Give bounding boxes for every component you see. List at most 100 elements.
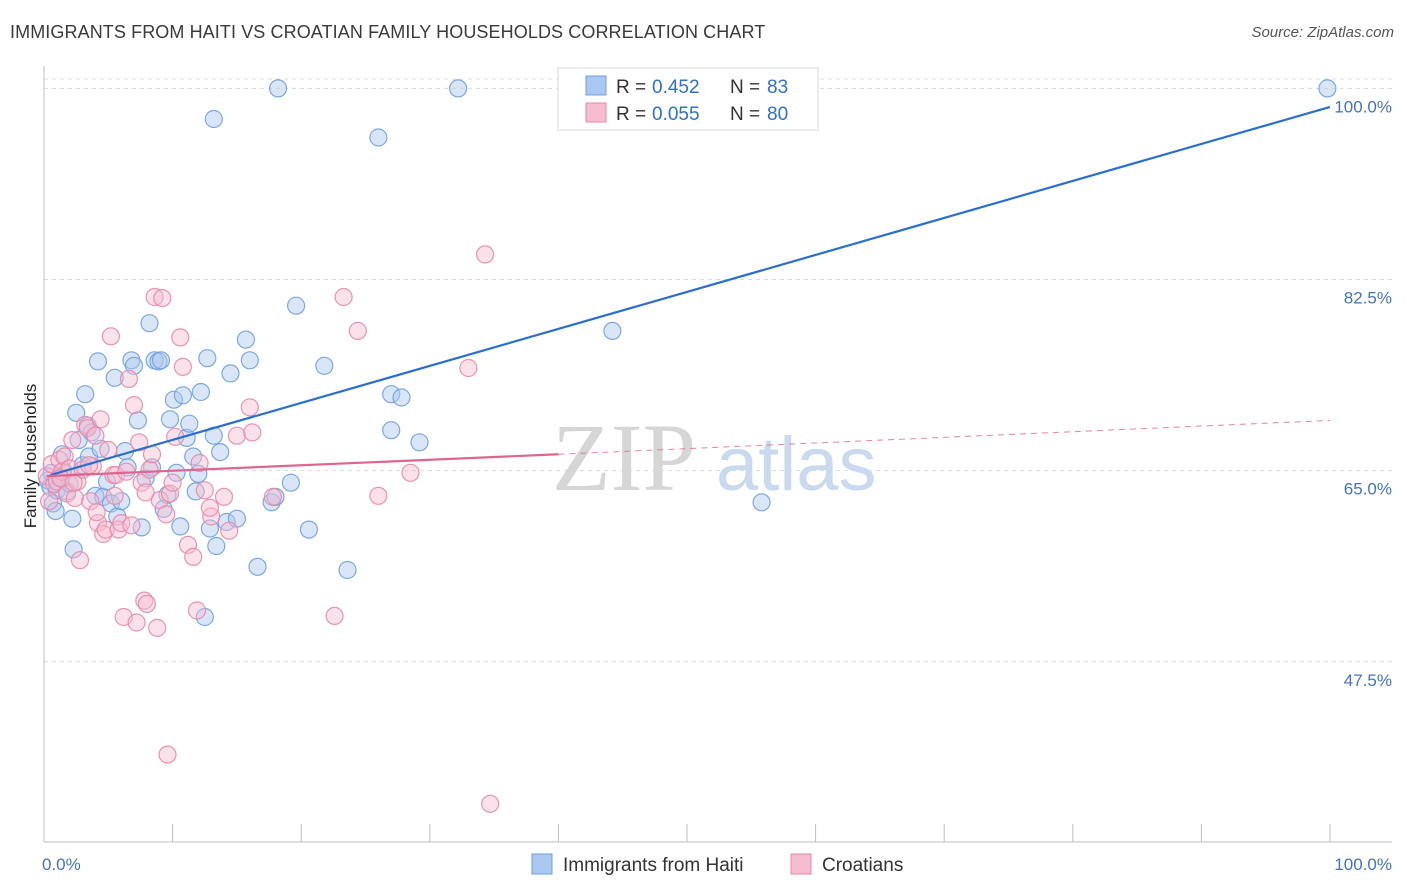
point-croatians <box>158 745 177 764</box>
point-croatians <box>81 492 100 511</box>
point-croatians <box>64 473 83 492</box>
point-haiti <box>287 296 306 315</box>
point-haiti <box>173 386 192 405</box>
point-croatians <box>190 453 209 473</box>
trend-lines <box>46 105 1331 478</box>
point-croatians <box>140 460 159 479</box>
legend-croatians-r-label: R = <box>616 104 646 125</box>
point-croatians <box>145 287 164 307</box>
chart-title: IMMIGRANTS FROM HAITI VS CROATIAN FAMILY… <box>10 22 766 42</box>
point-haiti <box>449 79 468 98</box>
point-croatians <box>106 465 126 485</box>
point-croatians <box>348 321 367 340</box>
point-haiti <box>338 560 357 580</box>
data-points <box>37 79 1337 813</box>
bottom-legend-label-haiti: Immigrants from Haiti <box>563 855 744 876</box>
y-tick-label: 65.0% <box>1344 480 1392 499</box>
x-tick-label-start: 0.0% <box>42 855 81 874</box>
point-haiti <box>315 356 334 375</box>
series-croatians <box>37 245 500 813</box>
point-croatians <box>334 287 353 307</box>
point-croatians <box>148 618 167 638</box>
point-croatians <box>55 447 74 466</box>
point-haiti <box>164 390 183 409</box>
point-croatians <box>157 505 176 524</box>
x-tick-label-end: 100.0% <box>1334 855 1392 874</box>
point-croatians <box>130 433 149 452</box>
point-croatians <box>163 473 182 492</box>
point-haiti <box>382 385 401 404</box>
legend-croatians-n-label: N = <box>730 104 760 125</box>
point-haiti <box>248 557 267 576</box>
bottom-legend-swatch-croatians <box>790 853 812 875</box>
point-haiti <box>752 493 771 512</box>
legend-swatch-croatians <box>585 102 607 123</box>
point-croatians <box>91 410 110 429</box>
point-haiti <box>160 410 180 429</box>
trend-line-haiti <box>50 105 1331 477</box>
point-haiti <box>88 352 108 371</box>
point-croatians <box>65 488 85 508</box>
point-croatians <box>200 498 219 517</box>
point-croatians <box>227 426 246 445</box>
point-haiti <box>204 109 223 129</box>
bottom-legend-label-croatians: Croatians <box>822 855 903 876</box>
point-haiti <box>76 385 95 404</box>
point-haiti <box>211 443 230 462</box>
point-croatians <box>459 358 478 378</box>
point-haiti <box>299 520 318 539</box>
point-haiti <box>392 388 411 407</box>
legend-haiti-r-label: R = <box>616 77 646 98</box>
y-axis-label: Family Households <box>21 384 40 529</box>
point-haiti <box>171 517 190 536</box>
point-croatians <box>136 483 155 502</box>
point-croatians <box>195 481 214 500</box>
watermark: ZIP atlas <box>552 404 877 511</box>
point-haiti <box>236 330 255 349</box>
point-croatians <box>70 551 90 570</box>
legend-haiti-n-label: N = <box>730 77 760 98</box>
source-label: Source: ZipAtlas.com <box>1251 24 1394 41</box>
bottom-legend: Immigrants from Haiti Croatians <box>531 853 903 876</box>
y-tick-label: 82.5% <box>1344 289 1392 308</box>
point-croatians <box>78 419 97 438</box>
trend-line-croatians <box>46 453 559 478</box>
point-haiti <box>269 79 288 98</box>
point-croatians <box>240 398 259 417</box>
point-haiti <box>369 128 388 147</box>
point-croatians <box>184 547 203 567</box>
point-croatians <box>369 486 388 505</box>
point-croatians <box>481 794 500 813</box>
point-croatians <box>39 492 59 511</box>
point-croatians <box>124 396 144 415</box>
point-croatians <box>401 463 420 482</box>
point-haiti <box>207 536 226 556</box>
point-croatians <box>476 245 495 264</box>
point-croatians <box>96 520 115 539</box>
point-croatians <box>325 606 344 626</box>
legend-croatians-n-value: 80 <box>767 104 788 125</box>
point-haiti <box>180 414 199 433</box>
point-haiti <box>240 351 259 370</box>
point-croatians <box>86 426 105 445</box>
point-haiti <box>186 482 205 501</box>
point-croatians <box>101 327 121 346</box>
point-croatians <box>127 613 146 632</box>
point-croatians <box>173 357 192 376</box>
point-croatians <box>187 601 207 620</box>
trend-line-croatians-extension <box>558 419 1331 455</box>
gridlines <box>44 78 1392 663</box>
point-croatians <box>160 484 180 503</box>
tick-labels: 47.5% 65.0% 82.5% 100.0% 0.0% 100.0% <box>42 97 1392 874</box>
point-haiti <box>603 321 622 340</box>
point-haiti <box>63 509 82 528</box>
point-croatians <box>105 486 124 505</box>
legend-swatch-haiti <box>585 75 607 96</box>
point-haiti <box>221 364 240 383</box>
point-haiti <box>140 314 159 333</box>
point-haiti <box>105 368 124 387</box>
point-haiti <box>64 540 83 559</box>
watermark-atlas: atlas <box>716 422 877 507</box>
point-croatians <box>87 503 106 522</box>
